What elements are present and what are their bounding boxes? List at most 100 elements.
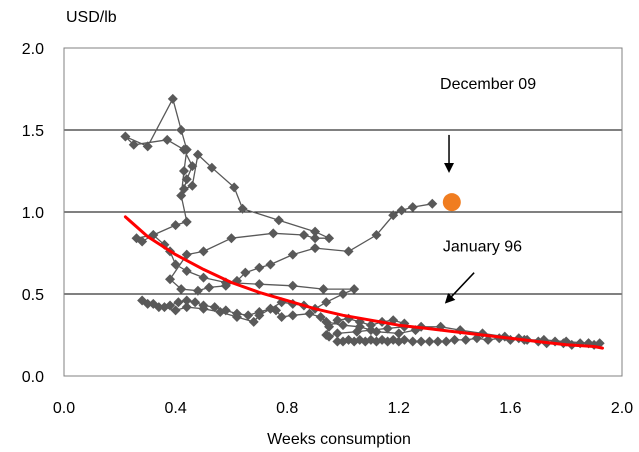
data-point-marker xyxy=(310,243,321,254)
marker-layer xyxy=(120,93,605,350)
data-point-marker xyxy=(181,249,192,260)
data-point-marker xyxy=(321,297,332,308)
plot-area-frame xyxy=(63,47,623,377)
data-point-marker xyxy=(162,134,173,145)
data-point-marker xyxy=(338,320,348,331)
data-point-marker xyxy=(365,320,376,331)
x-tick-label: 0.8 xyxy=(276,400,298,417)
data-point-marker xyxy=(254,307,265,318)
x-tick-label: 0.4 xyxy=(164,400,186,417)
data-point-marker xyxy=(128,139,139,150)
x-tick-label: 1.2 xyxy=(388,400,410,417)
data-point-marker xyxy=(332,336,343,347)
data-point-marker xyxy=(167,93,178,104)
data-point-marker xyxy=(181,302,192,313)
data-point-marker xyxy=(318,284,329,295)
data-point-marker xyxy=(181,216,192,227)
y-tick-label: 2.0 xyxy=(22,41,44,58)
data-point-marker xyxy=(170,220,181,231)
y-axis-ticks: 0.0 0.5 1.0 1.5 2.0 xyxy=(22,41,44,386)
highlight-point-december-09 xyxy=(442,193,461,212)
data-point-marker xyxy=(321,330,332,340)
data-point-marker xyxy=(178,184,189,195)
data-point-marker xyxy=(427,198,438,209)
data-point-marker xyxy=(198,272,209,283)
data-point-marker xyxy=(220,305,231,316)
data-point-marker xyxy=(131,233,142,244)
data-point-marker xyxy=(304,308,315,319)
data-point-marker xyxy=(315,311,326,322)
data-point-marker xyxy=(371,229,382,240)
data-point-marker xyxy=(254,262,265,273)
data-point-marker xyxy=(170,259,181,270)
y-tick-label: 0.0 xyxy=(22,369,44,386)
data-point-marker xyxy=(243,310,254,321)
data-point-marker xyxy=(176,125,187,135)
data-point-marker xyxy=(187,161,198,172)
x-axis-ticks: 0.0 0.4 0.8 1.2 1.6 2.0 xyxy=(53,400,633,417)
data-point-marker xyxy=(343,246,354,257)
data-point-marker xyxy=(441,336,452,347)
series-line xyxy=(124,98,601,346)
data-point-marker xyxy=(460,334,471,345)
data-point-marker xyxy=(287,249,298,260)
data-point-marker xyxy=(349,284,360,295)
series-layer xyxy=(124,98,601,346)
data-point-marker xyxy=(181,295,192,306)
data-point-marker xyxy=(449,334,460,345)
x-tick-label: 0.0 xyxy=(53,400,75,417)
data-point-marker xyxy=(407,202,418,213)
data-point-marker xyxy=(321,316,332,327)
y-tick-label: 1.5 xyxy=(22,123,44,140)
y-tick-label: 0.5 xyxy=(22,287,44,304)
data-point-marker xyxy=(120,131,131,142)
x-tick-label: 2.0 xyxy=(611,400,633,417)
data-point-marker xyxy=(393,328,404,339)
data-point-marker xyxy=(192,285,203,296)
data-point-marker xyxy=(187,180,198,191)
data-point-marker xyxy=(287,280,298,291)
data-point-marker xyxy=(153,302,164,313)
data-point-marker xyxy=(220,280,231,291)
data-point-marker xyxy=(248,316,259,327)
annotations: December 09 January 96 xyxy=(440,76,536,304)
data-point-marker xyxy=(265,259,276,270)
data-point-marker xyxy=(229,182,240,193)
data-point-marker xyxy=(407,336,418,347)
data-point-marker xyxy=(287,310,298,321)
data-point-marker xyxy=(226,233,237,244)
data-point-marker xyxy=(190,297,201,308)
data-point-marker xyxy=(173,297,184,308)
data-point-marker xyxy=(332,328,343,339)
data-point-marker xyxy=(204,282,215,293)
data-point-marker xyxy=(165,300,176,311)
data-point-marker xyxy=(388,210,399,221)
y-tick-label: 1.0 xyxy=(22,205,44,222)
data-point-marker xyxy=(192,149,203,160)
annotation-label: December 09 xyxy=(440,76,536,93)
data-point-marker xyxy=(298,229,309,240)
data-point-marker xyxy=(332,315,343,326)
data-point-marker xyxy=(198,300,209,311)
data-point-marker xyxy=(209,302,220,313)
data-point-marker xyxy=(354,321,365,332)
data-point-marker xyxy=(165,274,176,285)
data-point-marker xyxy=(231,308,242,319)
data-point-marker xyxy=(432,336,443,347)
trend-line xyxy=(123,215,604,350)
data-point-marker xyxy=(324,233,335,244)
data-point-marker xyxy=(181,174,192,185)
annotation-arrow xyxy=(444,272,475,304)
annotation-label: January 96 xyxy=(443,238,522,255)
data-point-marker xyxy=(382,323,393,334)
data-point-marker xyxy=(371,326,382,337)
data-point-marker xyxy=(178,166,189,176)
data-point-marker xyxy=(176,284,187,295)
data-point-marker xyxy=(237,203,248,214)
data-point-marker xyxy=(178,144,189,155)
data-point-marker xyxy=(268,228,279,239)
data-point-marker xyxy=(399,334,410,345)
data-point-marker xyxy=(181,266,192,277)
x-axis-label: Weeks consumption xyxy=(267,431,411,448)
